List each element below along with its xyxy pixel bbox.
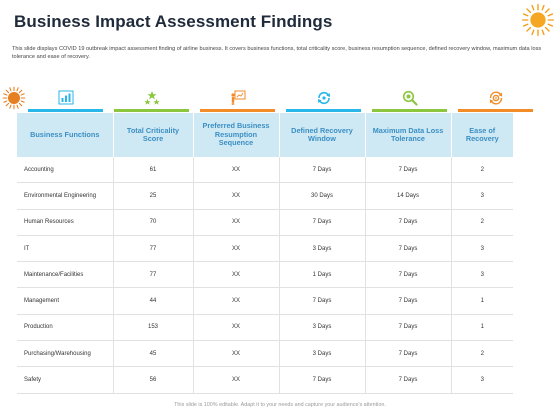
table-row: Maintenance/Facilities 77 XX 1 Days 7 Days 3	[17, 261, 513, 289]
table-cell: XX	[192, 340, 279, 368]
column-accent-bar	[114, 109, 189, 112]
column-icon-row	[0, 88, 560, 114]
presentation-icon	[231, 90, 246, 105]
business-function-cell: Environmental Engineering	[17, 182, 113, 210]
column-accent-bar	[286, 109, 361, 112]
table-cell: 3 Days	[278, 340, 365, 368]
table-cell: 61	[112, 157, 193, 184]
table-cell: 7 Days	[364, 261, 451, 289]
table-cell: 2	[450, 157, 513, 184]
table-cell: 1	[450, 287, 513, 315]
column-accent-bar	[372, 109, 447, 112]
table-cell: 56	[112, 366, 193, 394]
table-row: Management 44 XX 7 Days 7 Days 1	[17, 287, 513, 315]
table-cell: 14 Days	[364, 182, 451, 210]
table-cell: 7 Days	[364, 157, 451, 184]
table-row: Accounting 61 XX 7 Days 7 Days 2	[17, 157, 513, 184]
magnifier-icon	[402, 90, 418, 106]
table-cell: XX	[192, 235, 279, 263]
table-cell: 7 Days	[278, 209, 365, 236]
business-function-cell: Safety	[17, 366, 113, 394]
table-cell: 7 Days	[364, 340, 451, 368]
column-accent-bar	[28, 109, 103, 112]
column-header: Total Criticality Score	[112, 113, 193, 157]
recovery-cycle-icon	[318, 91, 330, 105]
table-cell: 1 Days	[278, 261, 365, 289]
table-cell: 3	[450, 261, 513, 289]
column-icon-cell	[281, 88, 367, 114]
column-icon-cell	[109, 88, 195, 114]
table-cell: 1	[450, 314, 513, 342]
business-function-cell: Accounting	[17, 157, 113, 184]
table-cell: 70	[112, 209, 193, 236]
table-cell: XX	[192, 261, 279, 289]
table-cell: XX	[192, 209, 279, 236]
column-accent-bar	[200, 109, 275, 112]
column-header: Maximum Data Loss Tolerance	[364, 113, 451, 157]
table-body: Accounting 61 XX 7 Days 7 Days 2 Environmental…	[17, 157, 513, 394]
table-cell: 153	[112, 314, 193, 342]
table-cell: 30 Days	[278, 182, 365, 210]
table-header-row: Business Functions Total Criticality Sco…	[17, 113, 513, 157]
table-cell: 44	[112, 287, 193, 315]
business-function-cell: Purchasing/Warehousing	[17, 340, 113, 368]
table-cell: 7 Days	[278, 366, 365, 394]
table-cell: 3	[450, 366, 513, 394]
table-cell: 3	[450, 182, 513, 210]
business-function-cell: Management	[17, 287, 113, 315]
table-cell: 7 Days	[364, 366, 451, 394]
table-cell: 2	[450, 209, 513, 236]
table-row: Safety 56 XX 7 Days 7 Days 3	[17, 366, 513, 394]
business-function-cell: Maintenance/Facilities	[17, 261, 113, 289]
column-header: Ease of Recovery	[450, 113, 513, 157]
table-cell: 7 Days	[364, 209, 451, 236]
business-function-cell: IT	[17, 235, 113, 263]
column-accent-bar	[458, 109, 533, 112]
table-row: IT 77 XX 3 Days 7 Days 3	[17, 235, 513, 263]
column-header: Business Functions	[17, 113, 113, 157]
table-cell: 7 Days	[278, 157, 365, 184]
table-row: Human Resources 70 XX 7 Days 7 Days 2	[17, 209, 513, 236]
table-cell: XX	[192, 366, 279, 394]
business-function-cell: Production	[17, 314, 113, 342]
page-title: Business Impact Assessment Findings	[14, 12, 333, 31]
table-cell: XX	[192, 287, 279, 315]
gear-cycle-icon	[489, 91, 503, 105]
sun-decoration-icon	[522, 4, 554, 36]
column-header: Preferred Business Resumption Sequence	[192, 113, 279, 157]
table-cell: 7 Days	[278, 287, 365, 315]
footer-note: This slide is 100% editable. Adapt it to…	[174, 402, 386, 408]
table-row: Production 153 XX 3 Days 7 Days 1	[17, 314, 513, 342]
table-cell: 45	[112, 340, 193, 368]
table-cell: 77	[112, 261, 193, 289]
column-icon-cell	[367, 88, 453, 114]
table-cell: 7 Days	[364, 314, 451, 342]
table-row: Environmental Engineering 25 XX 30 Days 14 D…	[17, 182, 513, 210]
table-cell: 3	[450, 235, 513, 263]
table-cell: 7 Days	[364, 235, 451, 263]
stars-icon	[144, 91, 160, 105]
table-cell: XX	[192, 157, 279, 184]
table-cell: 2	[450, 340, 513, 368]
column-icon-cell	[195, 88, 281, 114]
bar-chart-icon	[58, 90, 74, 105]
findings-table: Business Functions Total Criticality Sco…	[17, 113, 513, 394]
table-row: Purchasing/Warehousing 45 XX 3 Days 7 Days 2	[17, 340, 513, 368]
slide-description: This slide displays COVID 19 outbreak im…	[12, 46, 542, 60]
table-cell: 25	[112, 182, 193, 210]
table-cell: XX	[192, 182, 279, 210]
table-cell: 3 Days	[278, 235, 365, 263]
findings-table-container: Business Functions Total Criticality Sco…	[17, 113, 513, 394]
table-cell: 3 Days	[278, 314, 365, 342]
table-cell: 77	[112, 235, 193, 263]
column-icon-cell	[453, 88, 539, 114]
business-function-cell: Human Resources	[17, 209, 113, 236]
table-cell: XX	[192, 314, 279, 342]
column-icon-cell	[23, 88, 109, 114]
sun-decoration-icon	[2, 86, 26, 110]
table-cell: 7 Days	[364, 287, 451, 315]
column-header: Defined Recovery Window	[278, 113, 365, 157]
